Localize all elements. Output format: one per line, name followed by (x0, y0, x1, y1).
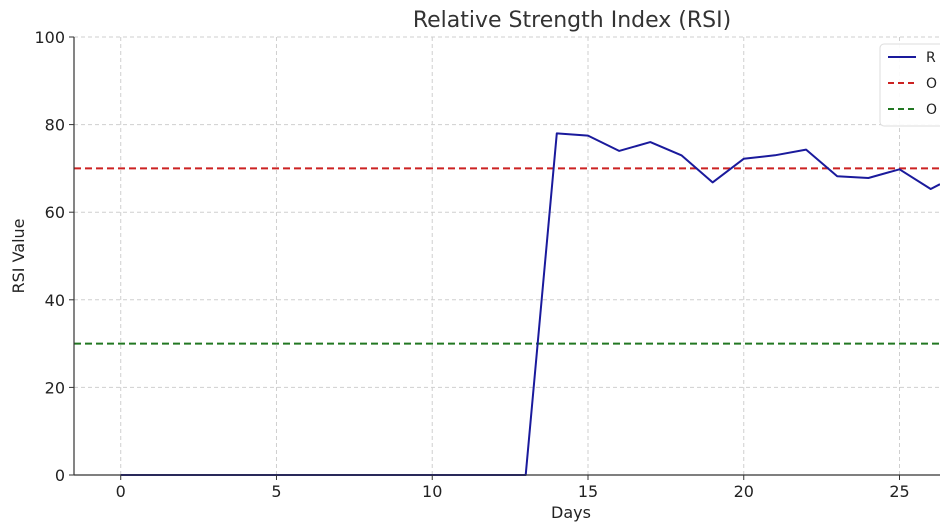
y-tick-label: 80 (45, 116, 65, 135)
legend-label: R (926, 50, 936, 66)
grid (74, 36, 940, 476)
x-axis-label: Days (551, 503, 591, 522)
legend-label: O (926, 102, 937, 118)
reference-lines (74, 167, 940, 345)
x-tick-label: 25 (889, 482, 909, 501)
y-tick-label: 0 (55, 466, 65, 485)
y-ticks: 0 20 40 60 80 100 (34, 28, 74, 485)
y-tick-label: 20 (45, 378, 65, 397)
axes (73, 37, 940, 476)
x-ticks: 0 5 10 15 20 25 (116, 475, 910, 501)
chart-title: Relative Strength Index (RSI) (413, 8, 731, 33)
x-tick-label: 20 (734, 482, 754, 501)
series-layer (120, 132, 940, 476)
y-tick-label: 60 (45, 203, 65, 222)
x-tick-label: 10 (422, 482, 442, 501)
x-tick-label: 5 (271, 482, 281, 501)
y-tick-label: 40 (45, 291, 65, 310)
x-tick-label: 0 (116, 482, 126, 501)
legend-box (879, 43, 940, 127)
x-tick-label: 15 (578, 482, 598, 501)
rsi-series-line (120, 132, 940, 476)
legend-label: O (926, 76, 937, 92)
y-tick-label: 100 (34, 28, 65, 47)
legend: ROO (879, 43, 940, 127)
y-axis-label: RSI Value (9, 218, 28, 293)
